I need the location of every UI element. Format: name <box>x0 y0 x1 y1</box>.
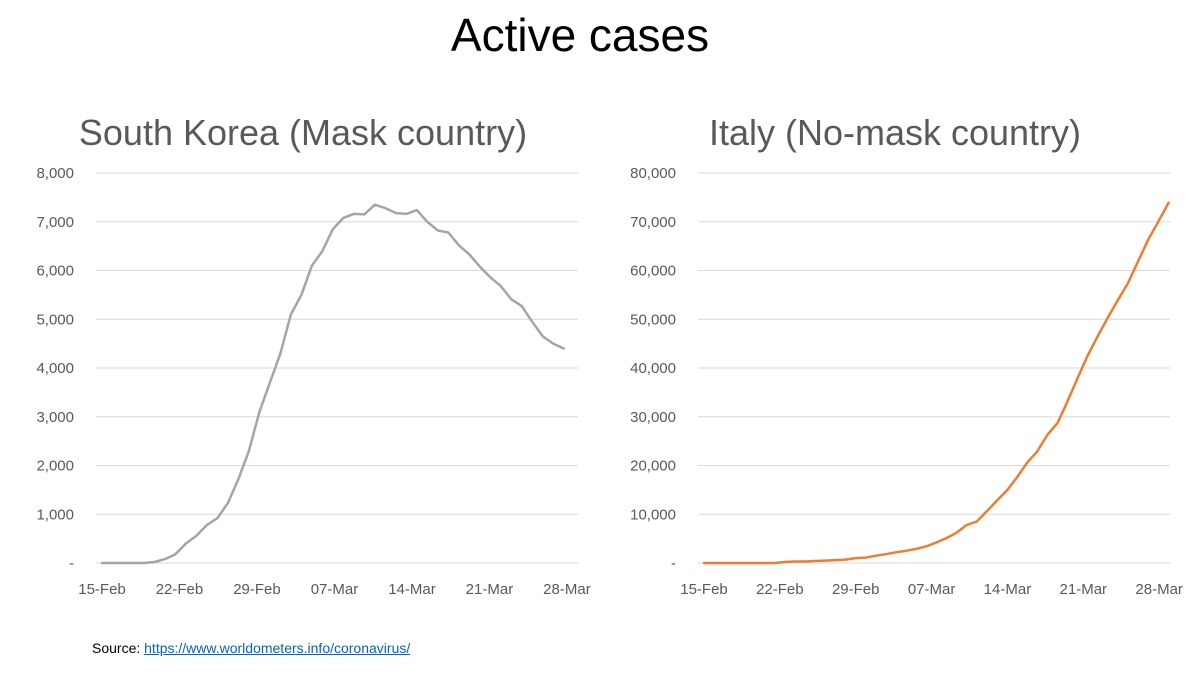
italy-y-tick-label: 40,000 <box>630 360 676 377</box>
korea-x-tick-label: 07-Mar <box>311 581 359 598</box>
korea-y-tick-label: 7,000 <box>36 214 74 231</box>
korea-y-tick-label: 6,000 <box>36 263 74 280</box>
italy-y-tick-label: 10,000 <box>630 506 676 523</box>
korea-chart: South Korea (Mask country) - 1,000 2,000 3,0… <box>36 112 591 598</box>
italy-x-tick-label: 29-Feb <box>832 581 880 598</box>
italy-x-tick-label: 28-Mar <box>1135 581 1183 598</box>
korea-y-tick-label: 2,000 <box>36 458 74 475</box>
korea-y-tick-label: 8,000 <box>36 165 74 182</box>
source-label: Source: <box>92 640 141 656</box>
korea-x-tick-label: 29-Feb <box>233 581 281 598</box>
korea-y-tick-label: - <box>69 555 74 572</box>
page-title: Active cases <box>450 9 710 61</box>
italy-chart-title: Italy (No-mask country) <box>709 112 1081 153</box>
korea-x-tick-label: 21-Mar <box>466 581 514 598</box>
korea-x-tick-label: 15-Feb <box>78 581 126 598</box>
korea-x-tick-label: 28-Mar <box>543 581 591 598</box>
italy-x-tick-label: 21-Mar <box>1060 581 1108 598</box>
korea-y-tick-label: 5,000 <box>36 311 74 328</box>
italy-y-tick-label: 50,000 <box>630 311 676 328</box>
italy-y-tick-label: 70,000 <box>630 214 676 231</box>
italy-y-tick-label: 60,000 <box>630 263 676 280</box>
italy-chart: Italy (No-mask country) - 10,000 20,000 30,0… <box>630 112 1183 598</box>
italy-x-tick-label: 15-Feb <box>680 581 728 598</box>
italy-y-tick-label: - <box>671 555 676 572</box>
italy-y-tick-label: 20,000 <box>630 458 676 475</box>
source-link[interactable]: https://www.worldometers.info/coronaviru… <box>144 640 411 656</box>
italy-x-tick-label: 22-Feb <box>756 581 804 598</box>
korea-x-tick-label: 22-Feb <box>156 581 204 598</box>
korea-y-tick-label: 4,000 <box>36 360 74 377</box>
italy-series-line <box>702 201 1170 565</box>
italy-y-tick-label: 30,000 <box>630 409 676 426</box>
italy-x-tick-label: 14-Mar <box>984 581 1032 598</box>
korea-y-tick-label: 3,000 <box>36 409 74 426</box>
italy-x-tick-label: 07-Mar <box>908 581 956 598</box>
korea-x-tick-label: 14-Mar <box>388 581 436 598</box>
italy-y-tick-label: 80,000 <box>630 165 676 182</box>
korea-chart-title: South Korea (Mask country) <box>79 112 527 153</box>
korea-y-tick-label: 1,000 <box>36 506 74 523</box>
korea-series-line <box>100 203 565 565</box>
source-note: Source: https://www.worldometers.info/co… <box>92 640 410 656</box>
